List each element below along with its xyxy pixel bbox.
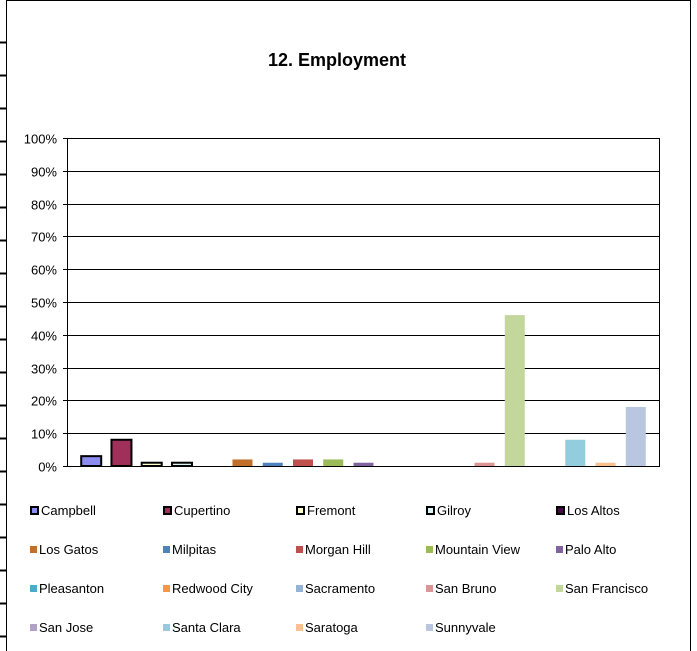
gridlines [63,138,660,467]
legend-label: San Jose [39,620,94,635]
legend-swatch [163,546,170,553]
y-tick-label: 60% [31,263,57,278]
legend-item: Milpitas [163,542,216,557]
legend-swatch [163,506,172,515]
legend-item: Campbell [30,503,96,518]
y-tick-label: 100% [24,132,58,147]
bar-milpitas [262,462,283,466]
bar-sunnyvale [625,406,646,466]
legend-swatch [426,546,433,553]
bar-palo-alto [353,462,374,466]
legend-item: Cupertino [163,503,230,518]
chart-title: 12. Employment [268,50,406,70]
legend-swatch [556,506,565,515]
legend-label: Pleasanton [39,581,105,596]
legend-label: Sacramento [305,581,376,596]
legend-label: Morgan Hill [305,542,371,557]
legend-label: Saratoga [305,620,358,635]
bar-santa-clara [565,439,586,466]
legend-label: Gilroy [437,503,471,518]
bar-san-bruno [474,462,495,466]
legend-item: Saratoga [296,620,358,635]
legend-swatch [30,585,37,592]
legend-swatch [296,506,305,515]
bars [80,315,646,468]
bar-morgan-hill [292,459,313,466]
legend-swatch [426,585,433,592]
legend-swatch [556,546,563,553]
edge-tick-marks [0,41,6,638]
legend-label: Los Altos [567,503,620,518]
bar-campbell [80,455,103,468]
legend-swatch [556,585,563,592]
legend-item: Morgan Hill [296,542,371,557]
legend-label: Fremont [307,503,356,518]
y-tick-label: 90% [31,165,57,180]
bar-san-francisco [504,315,525,466]
legend-label: Cupertino [174,503,231,518]
legend-swatch [30,506,39,515]
legend-item: Los Gatos [30,542,98,557]
legend-item: San Jose [30,620,93,635]
y-tick-label: 70% [31,230,57,245]
bar-saratoga [595,462,616,466]
legend-label: San Francisco [565,581,649,596]
legend-item: Santa Clara [163,620,241,635]
legend-item: Pleasanton [30,581,104,596]
y-tick-label: 20% [31,394,57,409]
legend-label: Sunnyvale [435,620,496,635]
y-tick-label: 30% [31,362,57,377]
legend-item: San Bruno [426,581,496,596]
legend-swatch [296,546,303,553]
chart-border [6,0,691,651]
bar-los-gatos [232,459,253,466]
legend-label: San Bruno [435,581,497,596]
y-tick-label: 40% [31,329,57,344]
y-tick-label: 80% [31,198,57,213]
legend-item: Los Altos [556,503,620,518]
legend-item: San Francisco [556,581,648,596]
legend-item: Fremont [296,503,355,518]
legend-label: Santa Clara [172,620,241,635]
legend-swatch [296,585,303,592]
y-tick-label: 0% [38,460,57,475]
legend-swatch [296,624,303,631]
legend-swatch [30,624,37,631]
legend-swatch [426,506,435,515]
bar-cupertino [110,438,133,468]
bar-mountain-view [323,459,344,466]
legend-item: Sacramento [296,581,375,596]
legend-item: Gilroy [426,503,471,518]
legend-item: Sunnyvale [426,620,496,635]
bar-fremont [140,461,163,468]
y-axis-ticks: 0% 10% 20% 30% 40% 50% 60% 70% 80% 90% 100% [24,132,58,475]
legend-item: Palo Alto [556,542,616,557]
legend-label: Redwood City [172,581,253,596]
legend-label: Palo Alto [565,542,617,557]
legend-label: Los Gatos [39,542,99,557]
legend-item: Mountain View [426,542,520,557]
legend-label: Milpitas [172,542,217,557]
legend-label: Mountain View [435,542,521,557]
legend-label: Campbell [41,503,96,518]
legend-item: Redwood City [163,581,253,596]
legend-swatch [426,624,433,631]
legend-swatch [163,624,170,631]
y-tick-label: 10% [31,427,57,442]
legend-swatch [163,585,170,592]
bar-gilroy [170,461,193,468]
y-tick-label: 50% [31,296,57,311]
legend-swatch [30,546,37,553]
